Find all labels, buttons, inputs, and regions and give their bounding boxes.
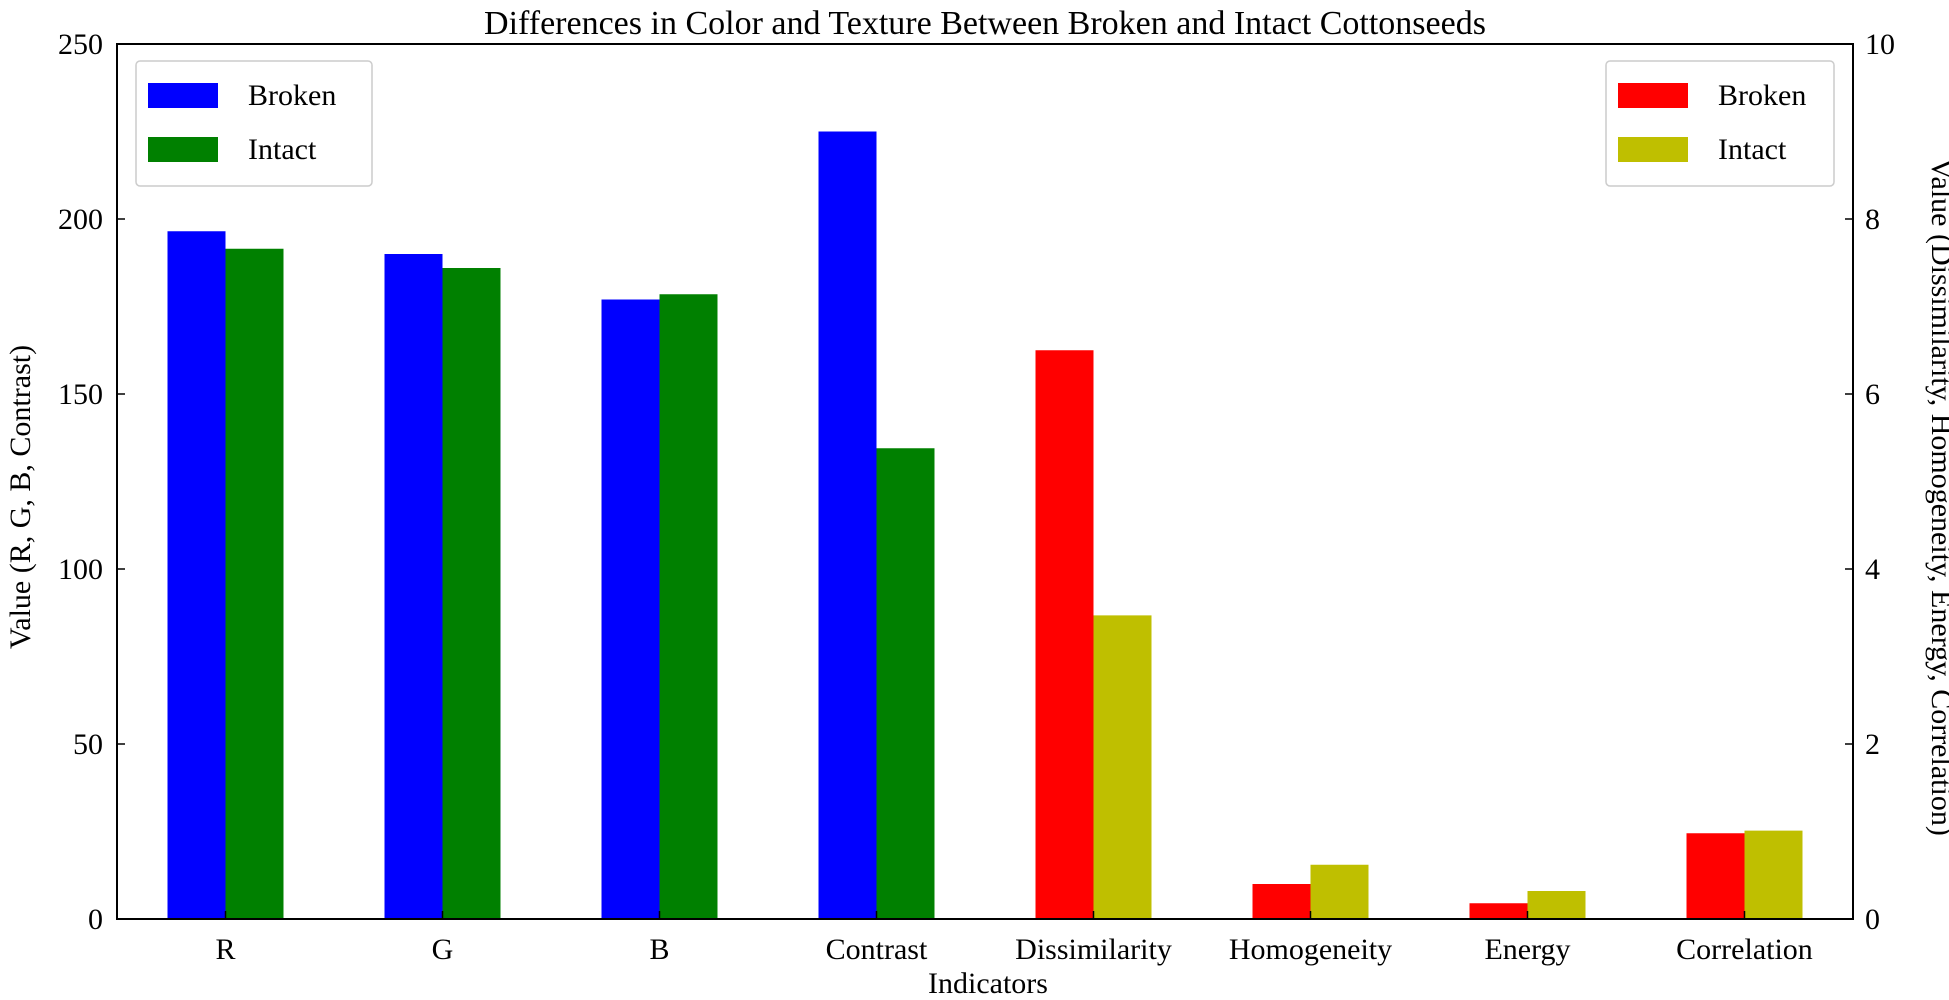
x-axis-label: Indicators bbox=[928, 967, 1048, 1000]
right-legend-label-intact: Intact bbox=[1718, 133, 1787, 166]
bar-broken-correlation bbox=[1686, 833, 1745, 919]
x-tick-label: Homogeneity bbox=[1229, 933, 1392, 966]
x-tick-label: Correlation bbox=[1676, 933, 1813, 966]
right-tick-label: 0 bbox=[1865, 903, 1880, 936]
plot-frame bbox=[116, 43, 1854, 920]
left-tick-label: 200 bbox=[58, 203, 103, 236]
left-tick-label: 0 bbox=[88, 903, 103, 936]
right-legend-swatch-broken bbox=[1618, 83, 1688, 108]
bar-broken-energy bbox=[1469, 903, 1528, 919]
right-tick-label: 4 bbox=[1865, 553, 1880, 586]
right-tick-label: 2 bbox=[1865, 728, 1880, 761]
left-tick-label: 250 bbox=[58, 28, 103, 61]
right-legend-label-broken: Broken bbox=[1718, 79, 1806, 112]
left-tick-label: 50 bbox=[73, 728, 103, 761]
right-tick-label: 10 bbox=[1865, 28, 1895, 61]
bar-broken-dissimilarity bbox=[1035, 350, 1094, 919]
left-legend-label-intact: Intact bbox=[248, 133, 317, 166]
bar-intact-homogeneity bbox=[1310, 864, 1369, 919]
plot-area: R G B Contrast Dissimilarity Homogeneity Energ… bbox=[58, 28, 1895, 966]
bar-intact-dissimilarity bbox=[1093, 615, 1152, 919]
bar-broken-r bbox=[167, 231, 226, 919]
x-tick-label: B bbox=[649, 933, 669, 966]
left-legend-swatch-intact bbox=[148, 137, 218, 162]
right-tick-label: 6 bbox=[1865, 378, 1880, 411]
bar-broken-g bbox=[384, 254, 443, 919]
left-axis-label: Value (R, G, B, Contrast) bbox=[4, 345, 37, 649]
bar-broken-b bbox=[601, 299, 660, 919]
x-tick-label: R bbox=[215, 933, 235, 966]
x-tick-label: G bbox=[432, 933, 454, 966]
x-tick-label: Dissimilarity bbox=[1015, 933, 1172, 966]
bar-intact-g bbox=[442, 268, 501, 919]
x-tick-label: Contrast bbox=[826, 933, 928, 966]
left-tick-label: 100 bbox=[58, 553, 103, 586]
chart-title: Differences in Color and Texture Between… bbox=[484, 5, 1486, 42]
bar-intact-b bbox=[659, 294, 718, 919]
bar-intact-contrast bbox=[876, 448, 935, 919]
left-legend-swatch-broken bbox=[148, 83, 218, 108]
x-tick-label: Energy bbox=[1484, 933, 1570, 966]
bar-intact-r bbox=[225, 248, 284, 919]
right-axis-label: Value (Dissimilarity, Homogeneity, Energ… bbox=[1925, 158, 1949, 836]
left-tick-label: 150 bbox=[58, 378, 103, 411]
right-tick-label: 8 bbox=[1865, 203, 1880, 236]
bar-broken-homogeneity bbox=[1252, 884, 1311, 919]
bar-intact-correlation bbox=[1744, 830, 1803, 919]
right-legend-swatch-intact bbox=[1618, 137, 1688, 162]
bar-intact-energy bbox=[1527, 891, 1586, 919]
bar-broken-contrast bbox=[818, 131, 877, 919]
left-legend-label-broken: Broken bbox=[248, 79, 336, 112]
